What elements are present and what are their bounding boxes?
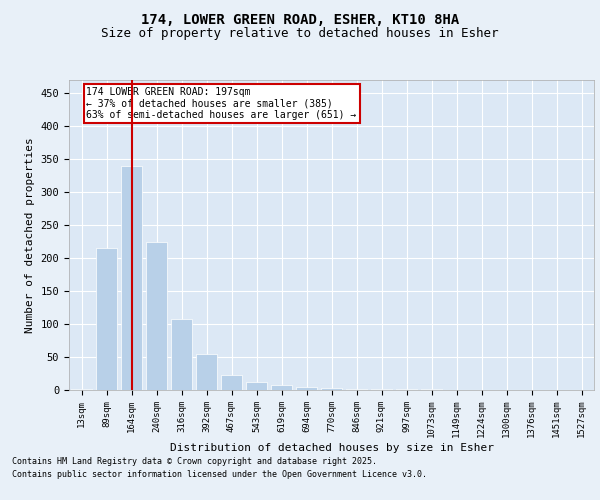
Text: Contains public sector information licensed under the Open Government Licence v3: Contains public sector information licen… <box>12 470 427 479</box>
Bar <box>346 388 367 390</box>
Bar <box>171 319 192 390</box>
Bar <box>96 248 117 390</box>
Text: Contains HM Land Registry data © Crown copyright and database right 2025.: Contains HM Land Registry data © Crown c… <box>12 458 377 466</box>
Text: Size of property relative to detached houses in Esher: Size of property relative to detached ho… <box>101 28 499 40</box>
Bar <box>246 382 267 390</box>
Text: 174, LOWER GREEN ROAD, ESHER, KT10 8HA: 174, LOWER GREEN ROAD, ESHER, KT10 8HA <box>141 12 459 26</box>
Bar <box>121 166 142 390</box>
Y-axis label: Number of detached properties: Number of detached properties <box>25 137 35 333</box>
Bar <box>271 386 292 390</box>
X-axis label: Distribution of detached houses by size in Esher: Distribution of detached houses by size … <box>170 443 493 453</box>
Bar <box>71 388 92 390</box>
Bar <box>296 386 317 390</box>
Bar <box>221 376 242 390</box>
Bar <box>196 354 217 390</box>
Text: 174 LOWER GREEN ROAD: 197sqm
← 37% of detached houses are smaller (385)
63% of s: 174 LOWER GREEN ROAD: 197sqm ← 37% of de… <box>86 86 357 120</box>
Bar <box>146 242 167 390</box>
Bar <box>321 388 342 390</box>
